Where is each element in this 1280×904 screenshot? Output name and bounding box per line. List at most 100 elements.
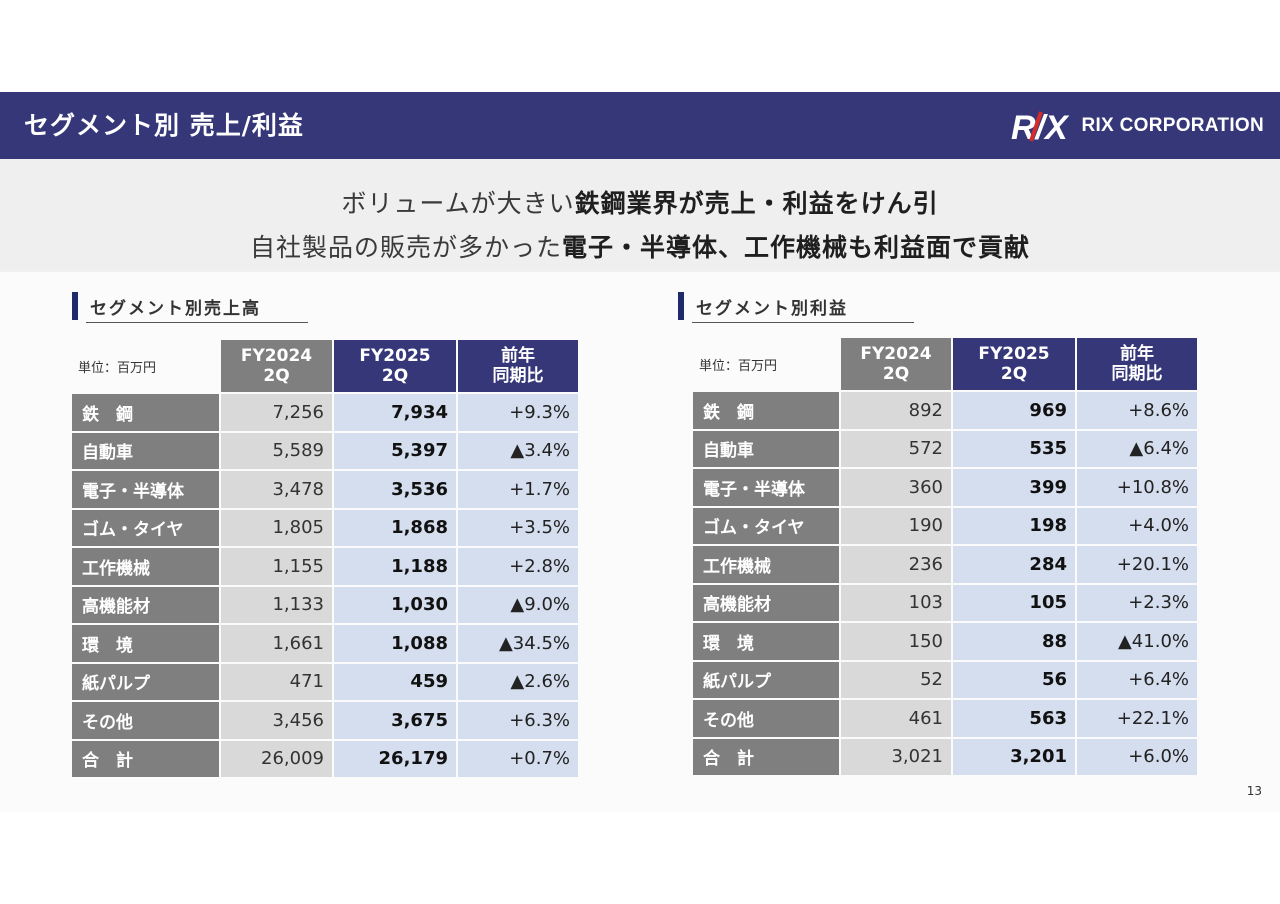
- profit-table-body: 鉄 鋼 892 969 +8.6% 自動車 572 535 ▲6.4% 電子・半導体 360 399…: [693, 392, 1197, 775]
- yoy-change: +8.6%: [1077, 392, 1197, 429]
- section-underline: [692, 322, 914, 323]
- segment-label: 合 計: [693, 738, 839, 775]
- yoy-change: ▲6.4%: [1077, 430, 1197, 467]
- subtitle-band: [0, 159, 1280, 271]
- table-row: その他 461 563 +22.1%: [693, 700, 1197, 737]
- section-marker: [678, 292, 684, 320]
- yoy-change: ▲3.4%: [458, 432, 578, 469]
- fy2024-value: 572: [841, 430, 951, 467]
- yoy-change: +2.3%: [1077, 584, 1197, 621]
- segment-label: ゴム・タイヤ: [72, 509, 219, 546]
- unit-label: 単位：百万円: [699, 358, 778, 374]
- segment-label: 環 境: [72, 625, 219, 662]
- table-row: 電子・半導体 360 399 +10.8%: [693, 469, 1197, 506]
- yoy-change: +6.4%: [1077, 661, 1197, 698]
- fy2024-value: 3,478: [221, 471, 332, 508]
- table-row: 鉄 鋼 7,256 7,934 +9.3%: [72, 394, 578, 431]
- unit-label: 単位：百万円: [78, 360, 157, 376]
- fy2024-value: 150: [841, 623, 951, 660]
- fy2024-value: 1,805: [221, 509, 332, 546]
- fy2025-value: 1,188: [334, 548, 456, 585]
- segment-label: 環 境: [693, 623, 839, 660]
- fy2024-value: 1,133: [221, 586, 332, 623]
- segment-label: 紙パルプ: [72, 663, 219, 700]
- subtitle-line-1: ボリュームが大きい鉄鋼業界が売上・利益をけん引: [0, 184, 1280, 220]
- table-row: 工作機械 1,155 1,188 +2.8%: [72, 548, 578, 585]
- table-row: 環 境 1,661 1,088 ▲34.5%: [72, 625, 578, 662]
- fy2024-value: 52: [841, 661, 951, 698]
- header-fy2024: FY2024 2Q: [221, 340, 332, 392]
- yoy-change: +22.1%: [1077, 700, 1197, 737]
- company-logo: R/X RIX CORPORATION: [1011, 92, 1264, 159]
- fy2024-value: 190: [841, 507, 951, 544]
- yoy-change: ▲41.0%: [1077, 623, 1197, 660]
- table-row: 自動車 572 535 ▲6.4%: [693, 430, 1197, 467]
- table-row: 合 計 3,021 3,201 +6.0%: [693, 738, 1197, 775]
- fy2025-value: 198: [953, 507, 1075, 544]
- fy2025-value: 535: [953, 430, 1075, 467]
- segment-label: 電子・半導体: [72, 471, 219, 508]
- fy2025-value: 3,536: [334, 471, 456, 508]
- page-number: 13: [1246, 784, 1262, 798]
- segment-label: 高機能材: [72, 586, 219, 623]
- table-row: 環 境 150 88 ▲41.0%: [693, 623, 1197, 660]
- table-row: ゴム・タイヤ 1,805 1,868 +3.5%: [72, 509, 578, 546]
- fy2024-value: 5,589: [221, 432, 332, 469]
- table-header-row: 単位：百万円 FY2024 2Q FY2025 2Q 前年 同期比: [72, 340, 578, 392]
- yoy-change: +2.8%: [458, 548, 578, 585]
- header-fy2025: FY2025 2Q: [953, 338, 1075, 390]
- segment-label: 合 計: [72, 740, 219, 777]
- segment-label: 自動車: [72, 432, 219, 469]
- slide-header: セグメント別 売上/利益 R/X RIX CORPORATION: [0, 92, 1280, 159]
- table-row: 高機能材 1,133 1,030 ▲9.0%: [72, 586, 578, 623]
- yoy-change: +0.7%: [458, 740, 578, 777]
- fy2025-value: 5,397: [334, 432, 456, 469]
- segment-label: 紙パルプ: [693, 661, 839, 698]
- fy2024-value: 7,256: [221, 394, 332, 431]
- segment-label: 鉄 鋼: [72, 394, 219, 431]
- subtitle-line-2-normal: 自社製品の販売が多かった: [249, 233, 562, 262]
- fy2025-value: 88: [953, 623, 1075, 660]
- yoy-change: ▲9.0%: [458, 586, 578, 623]
- yoy-change: +1.7%: [458, 471, 578, 508]
- fy2025-value: 3,675: [334, 702, 456, 739]
- fy2024-value: 1,155: [221, 548, 332, 585]
- profit-table: 単位：百万円 FY2024 2Q FY2025 2Q 前年 同期比 鉄 鋼 892 969…: [691, 336, 1199, 777]
- segment-label: 工作機械: [693, 546, 839, 583]
- fy2025-value: 1,030: [334, 586, 456, 623]
- profit-section-title: セグメント別利益: [696, 299, 848, 319]
- yoy-change: +4.0%: [1077, 507, 1197, 544]
- fy2024-value: 236: [841, 546, 951, 583]
- table-header-row: 単位：百万円 FY2024 2Q FY2025 2Q 前年 同期比: [693, 338, 1197, 390]
- fy2025-value: 399: [953, 469, 1075, 506]
- section-underline: [86, 322, 308, 323]
- fy2025-value: 56: [953, 661, 1075, 698]
- segment-label: その他: [693, 700, 839, 737]
- fy2024-value: 360: [841, 469, 951, 506]
- yoy-change: +3.5%: [458, 509, 578, 546]
- segment-label: その他: [72, 702, 219, 739]
- header-fy2024: FY2024 2Q: [841, 338, 951, 390]
- subtitle-line-1-bold: 鉄鋼業界が売上・利益をけん引: [574, 189, 939, 218]
- fy2024-value: 3,021: [841, 738, 951, 775]
- yoy-change: ▲34.5%: [458, 625, 578, 662]
- fy2025-value: 3,201: [953, 738, 1075, 775]
- fy2024-value: 471: [221, 663, 332, 700]
- fy2025-value: 26,179: [334, 740, 456, 777]
- sales-table: 単位：百万円 FY2024 2Q FY2025 2Q 前年 同期比 鉄 鋼 7,256 7…: [70, 338, 580, 779]
- fy2024-value: 103: [841, 584, 951, 621]
- yoy-change: +6.3%: [458, 702, 578, 739]
- table-row: ゴム・タイヤ 190 198 +4.0%: [693, 507, 1197, 544]
- sales-table-body: 鉄 鋼 7,256 7,934 +9.3% 自動車 5,589 5,397 ▲3.4% 電子・半…: [72, 394, 578, 777]
- fy2025-value: 284: [953, 546, 1075, 583]
- logo-text: RIX CORPORATION: [1081, 114, 1264, 136]
- subtitle-line-2-bold: 電子・半導体、工作機械も利益面で貢献: [562, 233, 1031, 262]
- table-row: 電子・半導体 3,478 3,536 +1.7%: [72, 471, 578, 508]
- table-row: 高機能材 103 105 +2.3%: [693, 584, 1197, 621]
- yoy-change: +10.8%: [1077, 469, 1197, 506]
- fy2025-value: 563: [953, 700, 1075, 737]
- fy2024-value: 26,009: [221, 740, 332, 777]
- logo-red-slash: [1029, 110, 1044, 142]
- yoy-change: +20.1%: [1077, 546, 1197, 583]
- segment-label: 工作機械: [72, 548, 219, 585]
